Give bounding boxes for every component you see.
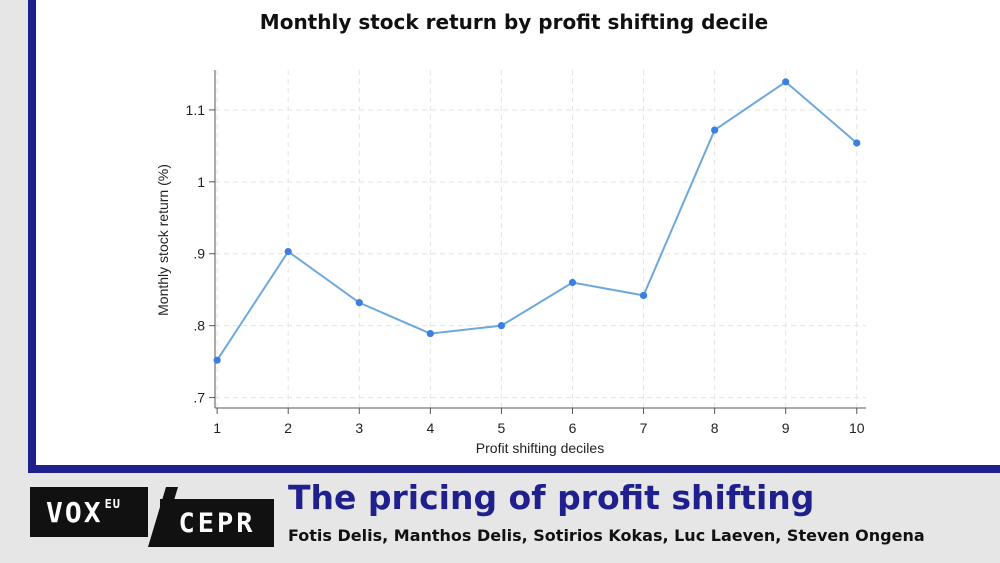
data-point-1[interactable] (213, 356, 221, 364)
chart-axes (214, 70, 866, 409)
series-points (213, 78, 861, 364)
data-point-2[interactable] (284, 247, 292, 256)
chart-panel (36, 0, 1000, 465)
chart-ticks: .7 .8 .9 1 1.1 1 2 3 4 5 6 7 8 9 10 (186, 102, 865, 436)
x-tick-label-4: 5 (498, 420, 506, 436)
x-tick-label-0: 1 (213, 420, 221, 436)
x-tick-label-1: 2 (284, 420, 292, 436)
article-authors: Fotis Delis, Manthos Delis, Sotirios Kok… (288, 526, 925, 545)
x-tick-label-6: 7 (640, 420, 648, 436)
data-point-4[interactable] (426, 329, 434, 338)
data-point-3[interactable] (355, 299, 363, 307)
series-line (216, 80, 858, 361)
data-point-5[interactable] (497, 322, 506, 330)
y-tick-label-4: 1.1 (186, 102, 206, 118)
data-point-6[interactable] (568, 278, 577, 287)
y-tick-label-1: .8 (193, 318, 205, 334)
data-point-10[interactable] (853, 139, 861, 147)
logo-vox-text: VOX (46, 495, 103, 529)
y-tick-label-3: 1 (197, 174, 205, 190)
x-tick-label-8: 9 (782, 420, 790, 436)
logo-eu-text: EU (104, 497, 122, 511)
data-point-8[interactable] (711, 126, 719, 134)
vox-eu-logo[interactable]: VOX EU (30, 487, 148, 537)
y-axis-label: Monthly stock return (%) (155, 164, 171, 316)
line-chart: .7 .8 .9 1 1.1 1 2 3 4 5 6 7 8 9 10 Profit shifting de… (155, 70, 866, 456)
data-point-7[interactable] (639, 291, 648, 300)
x-tick-label-5: 6 (569, 420, 577, 436)
x-tick-label-3: 4 (426, 420, 434, 436)
article-headline[interactable]: The pricing of profit shifting (288, 478, 815, 517)
x-axis-label: Profit shifting deciles (476, 440, 604, 456)
chart-title: Monthly stock return by profit shifting … (259, 10, 769, 34)
cepr-logo[interactable]: CEPR (160, 499, 274, 547)
data-point-9[interactable] (782, 78, 790, 86)
y-tick-label-2: .9 (193, 246, 205, 262)
x-tick-label-7: 8 (711, 420, 719, 436)
x-tick-label-2: 3 (355, 420, 363, 436)
y-tick-label-0: .7 (193, 390, 205, 406)
x-tick-label-9: 10 (849, 420, 865, 436)
chart-grid (215, 70, 866, 408)
